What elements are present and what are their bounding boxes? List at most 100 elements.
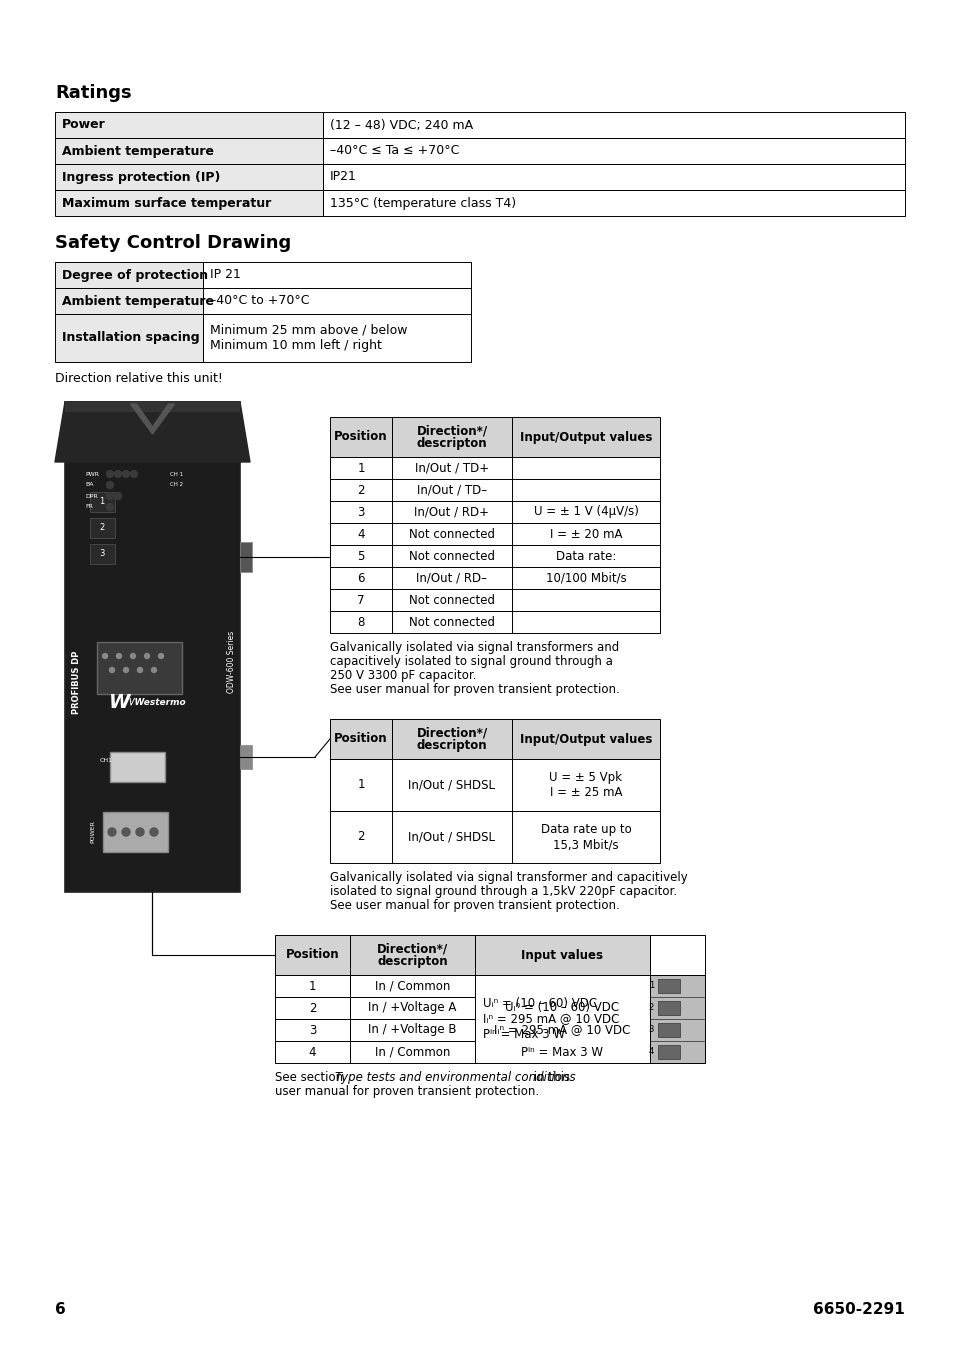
Text: isolated to signal ground through a 1,5kV 220pF capacitor.: isolated to signal ground through a 1,5k… — [330, 886, 677, 898]
Circle shape — [158, 654, 163, 658]
Text: Safety Control Drawing: Safety Control Drawing — [55, 234, 291, 252]
Bar — [512, 523, 659, 546]
Text: 2: 2 — [356, 483, 364, 497]
Circle shape — [116, 654, 121, 658]
Text: (12 – 48) VDC; 240 mA: (12 – 48) VDC; 240 mA — [330, 119, 473, 131]
Bar — [649, 975, 704, 997]
Bar — [392, 811, 512, 862]
Text: Direction*/: Direction*/ — [416, 425, 487, 437]
Text: BA: BA — [85, 482, 93, 487]
Text: CH 1: CH 1 — [170, 471, 183, 477]
Text: In/Out / TD–: In/Out / TD– — [416, 483, 487, 497]
Bar — [55, 314, 203, 362]
Bar — [475, 1041, 649, 1063]
Text: Installation spacing: Installation spacing — [62, 332, 199, 344]
Text: FR: FR — [85, 505, 92, 509]
Text: Pᴵⁿ = Max 3 W: Pᴵⁿ = Max 3 W — [482, 1029, 564, 1041]
Text: In / +Voltage B: In / +Voltage B — [368, 1024, 456, 1037]
Text: 1: 1 — [356, 462, 364, 474]
Bar — [203, 314, 471, 362]
Text: POWER: POWER — [90, 821, 95, 844]
Circle shape — [150, 829, 158, 835]
Text: In / +Voltage A: In / +Voltage A — [368, 1002, 456, 1014]
Text: 8: 8 — [357, 616, 364, 628]
Text: IP21: IP21 — [330, 171, 356, 184]
Text: Direction*/: Direction*/ — [416, 727, 487, 739]
Text: Direction*/: Direction*/ — [376, 942, 448, 956]
Text: Pᴵⁿ = Max 3 W: Pᴵⁿ = Max 3 W — [521, 1045, 603, 1059]
Text: In/Out / SHDSL: In/Out / SHDSL — [408, 779, 495, 792]
Text: descripton: descripton — [376, 955, 447, 968]
Text: In / Common: In / Common — [375, 1045, 450, 1059]
Text: Data rate up to: Data rate up to — [540, 822, 631, 835]
Bar — [512, 567, 659, 589]
Bar — [392, 501, 512, 523]
Text: In / Common: In / Common — [375, 979, 450, 992]
Bar — [350, 1041, 475, 1063]
Circle shape — [107, 504, 113, 510]
Text: Not connected: Not connected — [409, 593, 495, 607]
Text: 3: 3 — [309, 1024, 315, 1037]
Text: Galvanically isolated via signal transformer and capacitively: Galvanically isolated via signal transfo… — [330, 871, 687, 884]
Circle shape — [144, 654, 150, 658]
Bar — [512, 611, 659, 634]
Bar — [90, 492, 115, 512]
Bar — [649, 1020, 704, 1041]
Text: Iᵢⁿ = 295 mA @ 10 VDC: Iᵢⁿ = 295 mA @ 10 VDC — [494, 1024, 630, 1037]
Bar — [649, 975, 704, 1063]
Text: Power: Power — [62, 119, 106, 131]
Bar — [55, 288, 203, 314]
Bar — [475, 936, 649, 975]
Text: 6: 6 — [356, 571, 364, 585]
Text: DPR: DPR — [85, 493, 97, 498]
Circle shape — [110, 668, 114, 673]
Bar — [274, 997, 350, 1020]
Bar — [330, 458, 392, 479]
Circle shape — [108, 829, 116, 835]
Text: in this: in this — [530, 1071, 570, 1085]
Text: user manual for proven transient protection.: user manual for proven transient protect… — [274, 1085, 538, 1098]
Bar — [512, 501, 659, 523]
Bar — [330, 589, 392, 611]
Bar — [512, 458, 659, 479]
Text: In/Out / TD+: In/Out / TD+ — [415, 462, 489, 474]
Circle shape — [131, 470, 137, 478]
Text: Ingress protection (IP): Ingress protection (IP) — [62, 171, 220, 184]
Bar — [274, 1020, 350, 1041]
Text: W: W — [110, 692, 131, 711]
Bar — [240, 745, 252, 769]
Circle shape — [137, 668, 142, 673]
Text: In/Out / RD–: In/Out / RD– — [416, 571, 487, 585]
Circle shape — [152, 668, 156, 673]
Text: 1: 1 — [309, 979, 315, 992]
Text: Position: Position — [334, 431, 388, 444]
Text: In/Out / SHDSL: In/Out / SHDSL — [408, 830, 495, 844]
Bar — [512, 719, 659, 760]
Text: I = ± 20 mA: I = ± 20 mA — [549, 528, 621, 540]
Bar — [240, 542, 252, 571]
Circle shape — [107, 482, 113, 489]
Text: Data rate:: Data rate: — [556, 550, 616, 562]
Polygon shape — [55, 402, 250, 462]
Text: Uᵢⁿ = (10 – 60) VDC: Uᵢⁿ = (10 – 60) VDC — [505, 1002, 618, 1014]
Bar — [97, 642, 182, 695]
Bar — [330, 479, 392, 501]
Text: Position: Position — [334, 733, 388, 746]
Bar — [649, 997, 704, 1020]
Bar — [90, 519, 115, 538]
Bar — [330, 611, 392, 634]
Text: See section: See section — [274, 1071, 347, 1085]
Text: 4: 4 — [356, 528, 364, 540]
Text: 10/100 Mbit/s: 10/100 Mbit/s — [545, 571, 626, 585]
Text: PROFIBUS DP: PROFIBUS DP — [72, 650, 81, 714]
Text: Iᵢⁿ = 295 mA @ 10 VDC: Iᵢⁿ = 295 mA @ 10 VDC — [482, 1013, 618, 1025]
Text: Input values: Input values — [521, 949, 603, 961]
Text: Position: Position — [285, 949, 339, 961]
Bar — [65, 402, 240, 412]
Circle shape — [114, 470, 121, 478]
Bar — [330, 719, 392, 760]
Bar — [330, 546, 392, 567]
Bar — [392, 589, 512, 611]
Text: 2: 2 — [99, 524, 105, 532]
Bar — [392, 479, 512, 501]
